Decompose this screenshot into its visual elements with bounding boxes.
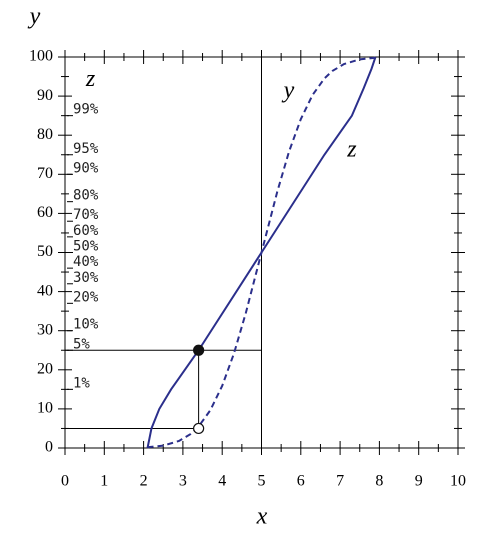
x-tick-label: 8 bbox=[375, 473, 383, 490]
x-tick-label: 5 bbox=[258, 473, 266, 490]
percent-label: 10% bbox=[73, 317, 99, 333]
x-tick-label: 3 bbox=[179, 473, 187, 490]
marker bbox=[193, 344, 205, 356]
x-tick-label: 7 bbox=[336, 473, 344, 490]
percent-label: 90% bbox=[73, 160, 99, 176]
percent-label: 95% bbox=[73, 141, 99, 157]
x-tick-label: 4 bbox=[218, 473, 226, 490]
percent-label: 50% bbox=[73, 239, 99, 255]
y-tick-label: 60 bbox=[37, 204, 53, 221]
percent-label: 20% bbox=[73, 289, 99, 305]
percent-label: 40% bbox=[73, 254, 99, 270]
y-tick-label: 10 bbox=[37, 400, 53, 417]
percent-label: 70% bbox=[73, 207, 99, 223]
y-tick-label: 90 bbox=[37, 87, 53, 104]
x-tick-label: 10 bbox=[450, 473, 466, 490]
y-tick-label: 20 bbox=[37, 360, 53, 377]
marker bbox=[193, 422, 205, 435]
annotation: z bbox=[85, 66, 96, 92]
x-axis-title: x bbox=[256, 504, 268, 530]
percent-label: 1% bbox=[73, 375, 90, 391]
x-tick-label: 0 bbox=[61, 473, 69, 490]
x-tick-label: 1 bbox=[100, 473, 108, 490]
x-tick-label: 6 bbox=[297, 473, 305, 490]
percent-label: 30% bbox=[73, 270, 99, 286]
percent-label: 5% bbox=[73, 336, 90, 352]
y-tick-label: 40 bbox=[37, 282, 53, 299]
x-tick-label: 2 bbox=[140, 473, 148, 490]
percent-label: 60% bbox=[73, 223, 99, 239]
percent-label: 99% bbox=[73, 102, 99, 118]
annotation: y bbox=[282, 78, 295, 104]
y-tick-label: 50 bbox=[37, 243, 53, 260]
series-line bbox=[146, 56, 377, 449]
y-tick-label: 100 bbox=[29, 48, 53, 65]
y-tick-label: 0 bbox=[45, 439, 53, 456]
annotation: z bbox=[346, 136, 357, 162]
y-tick-label: 80 bbox=[37, 126, 53, 143]
x-tick-label: 9 bbox=[415, 473, 423, 490]
y-axis-title: y bbox=[28, 4, 41, 30]
percent-label: 80% bbox=[73, 188, 99, 204]
y-tick-label: 30 bbox=[37, 321, 53, 338]
y-tick-label: 70 bbox=[37, 165, 53, 182]
